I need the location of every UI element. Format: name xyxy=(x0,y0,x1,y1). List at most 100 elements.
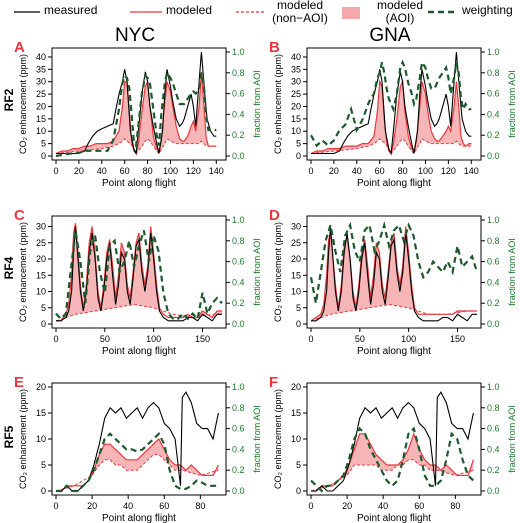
y2-tick-label: 0.8 xyxy=(487,236,500,246)
x-tick-label: 100 xyxy=(146,334,161,344)
y-tick-label: 5 xyxy=(296,139,301,149)
y-axis-label: CO₂ enhancement (ppm) xyxy=(18,389,28,489)
y2-axis-label: fraction from AOI xyxy=(507,405,517,473)
series-measured-line xyxy=(311,226,477,322)
y2-tick-label: 0.6 xyxy=(232,424,245,434)
y2-tick-label: 0.6 xyxy=(232,89,245,99)
x-tick-label: 80 xyxy=(398,166,408,176)
series-modeled-non-aoi-line xyxy=(55,454,219,492)
y-tick-label: 0 xyxy=(41,486,46,496)
y2-tick-label: 0.2 xyxy=(487,465,500,475)
y-tick-label: 20 xyxy=(36,254,46,264)
y2-axis-label: fraction from AOI xyxy=(507,70,517,138)
panel-A: A 0 20 40 60 80 100 120 140 0 5 10 15 20 25 30 35 40 0.0 0.… xyxy=(14,39,262,189)
y-tick-label: 5 xyxy=(296,460,301,470)
y2-tick-label: 1.0 xyxy=(232,215,245,225)
legend-item-5: weighting xyxy=(428,3,513,17)
panel-C: C 0 50 100 150 0 5 10 15 20 25 30 0.0 0.2 0.4 0.6 0.8 1.0… xyxy=(14,207,262,357)
y2-tick-label: 1.0 xyxy=(487,47,500,57)
legend-label: weighting xyxy=(461,3,513,17)
plot-frame xyxy=(306,215,482,329)
y-tick-label: 10 xyxy=(291,287,301,297)
x-tick-label: 0 xyxy=(308,334,313,344)
x-tick-label: 80 xyxy=(450,501,460,511)
series-weighting-line xyxy=(309,221,479,304)
y-tick-label: 10 xyxy=(291,434,301,444)
aoi-fill-area xyxy=(56,71,217,154)
x-tick-label: 20 xyxy=(342,501,352,511)
y2-axis-label: fraction from AOI xyxy=(252,238,262,306)
y-tick-label: 15 xyxy=(291,114,301,124)
x-tick-label: 0 xyxy=(53,166,58,176)
legend-label: measured xyxy=(44,3,97,17)
y-tick-label: 10 xyxy=(291,126,301,136)
series-modeled-non-aoi-line xyxy=(310,303,477,322)
y-tick-label: 25 xyxy=(291,89,301,99)
y-tick-label: 40 xyxy=(36,52,46,62)
legend: measured modeled modeled (non−AOI) modeled (A… xyxy=(14,0,513,25)
plot-frame xyxy=(51,215,227,329)
y-tick-label: 20 xyxy=(36,101,46,111)
y2-tick-label: 0.8 xyxy=(487,403,500,413)
y2-tick-label: 0.4 xyxy=(232,277,245,287)
panel-letter: E xyxy=(14,374,24,391)
x-tick-label: 100 xyxy=(401,334,416,344)
y2-tick-label: 0.8 xyxy=(232,236,245,246)
plot-frame xyxy=(306,47,482,161)
y2-tick-label: 0.6 xyxy=(232,257,245,267)
y2-tick-label: 0.0 xyxy=(487,151,500,161)
row-title: RF4 xyxy=(2,256,16,279)
x-tick-label: 50 xyxy=(355,334,365,344)
x-tick-label: 40 xyxy=(352,166,362,176)
y2-tick-label: 0.8 xyxy=(232,68,245,78)
legend-item-2: modeled xyxy=(130,3,212,17)
series-weighting-line xyxy=(55,70,217,158)
row-title: RF2 xyxy=(2,88,16,111)
y-tick-label: 25 xyxy=(36,89,46,99)
y2-tick-label: 0.2 xyxy=(232,298,245,308)
x-tick-label: 40 xyxy=(97,166,107,176)
x-tick-label: 60 xyxy=(414,501,424,511)
series-weighting-line xyxy=(310,426,475,493)
panel-B: B 0 20 40 60 80 100 120 140 0 5 10 15 20 25 30 35 40 0.0 0.… xyxy=(269,39,517,189)
panels: A0 20 40 60 80 100 120 14005101520253035400.00.… xyxy=(14,39,517,523)
y-tick-label: 0 xyxy=(296,486,301,496)
y-tick-label: 20 xyxy=(36,382,46,392)
x-axis-label: Point along flight xyxy=(357,178,431,189)
legend-item-4: modeled (AOI) xyxy=(342,0,423,25)
x-tick-label: 50 xyxy=(100,334,110,344)
y-tick-label: 5 xyxy=(41,303,46,313)
panel-letter: C xyxy=(14,207,25,224)
x-tick-label: 140 xyxy=(464,166,479,176)
x-axis-label: Point along flight xyxy=(102,178,176,189)
x-tick-label: 120 xyxy=(186,166,201,176)
series-measured-line xyxy=(311,391,474,492)
y-tick-label: 20 xyxy=(291,101,301,111)
plot-frame xyxy=(51,47,227,161)
y-tick-label: 30 xyxy=(291,222,301,232)
y2-tick-label: 0.2 xyxy=(487,130,500,140)
x-tick-label: 60 xyxy=(159,501,169,511)
legend-label: modeled (AOI) xyxy=(377,0,423,25)
series-weighting-line xyxy=(55,230,223,322)
y2-tick-label: 0.0 xyxy=(232,486,245,496)
y-tick-label: 10 xyxy=(36,434,46,444)
x-tick-label: 60 xyxy=(375,166,385,176)
row-title: RF5 xyxy=(2,425,16,448)
y-axis-label: CO₂ enhancement (ppm) xyxy=(18,54,28,154)
x-tick-label: 20 xyxy=(74,166,84,176)
y-tick-label: 0 xyxy=(41,319,46,329)
y2-tick-label: 0.4 xyxy=(487,109,500,119)
y2-tick-label: 1.0 xyxy=(232,47,245,57)
y-tick-label: 10 xyxy=(36,126,46,136)
y2-axis-label: fraction from AOI xyxy=(252,405,262,473)
y2-tick-label: 0.6 xyxy=(487,424,500,434)
y-tick-label: 5 xyxy=(41,139,46,149)
series-measured-line xyxy=(56,51,217,156)
x-tick-label: 0 xyxy=(308,501,313,511)
y2-tick-label: 0.8 xyxy=(487,68,500,78)
panel-F: F 0 20 40 60 80 0 5 10 15 20 0.0 0.2 0.4 0.6 0.8 1.0 Poin… xyxy=(269,374,517,523)
x-tick-label: 0 xyxy=(53,501,58,511)
y-tick-label: 20 xyxy=(291,254,301,264)
legend-label: modeled xyxy=(166,3,212,17)
